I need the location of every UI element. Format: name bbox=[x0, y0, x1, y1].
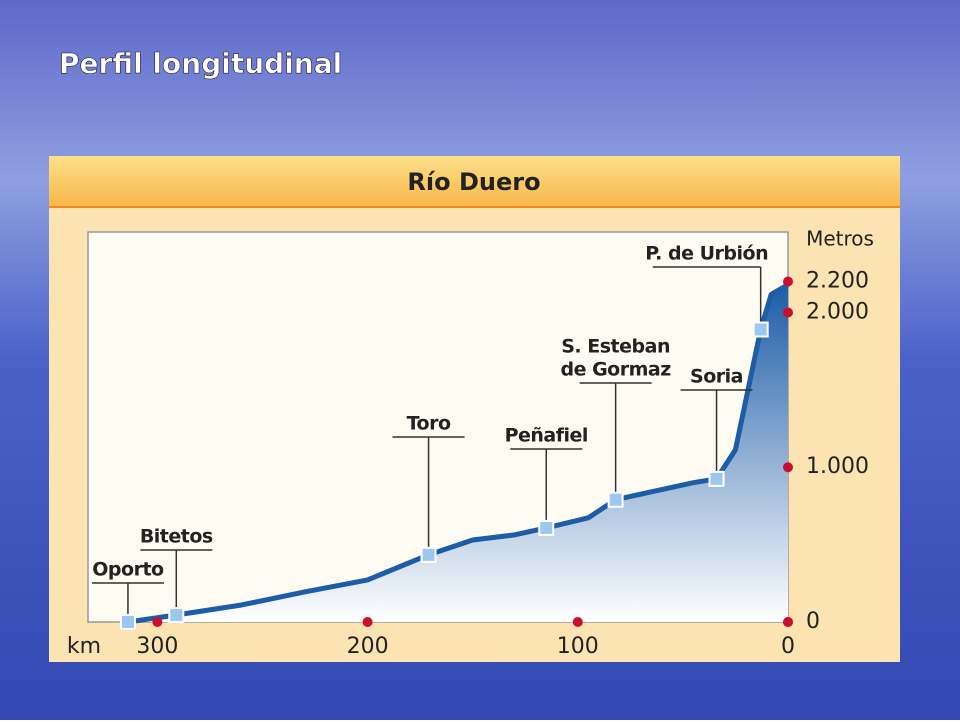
annotation-marker bbox=[119, 614, 136, 630]
y-tick-dot bbox=[783, 307, 793, 318]
x-axis-label: km bbox=[67, 634, 101, 659]
y-tick-label: 0 bbox=[806, 609, 820, 634]
x-tick-dot bbox=[362, 617, 373, 627]
annotation-marker bbox=[538, 519, 555, 536]
y-tick-label: 2.000 bbox=[806, 299, 869, 324]
annotation-marker bbox=[168, 607, 185, 624]
x-tick-dot bbox=[152, 617, 163, 627]
profile-line bbox=[127, 282, 790, 625]
slide-title: Perfil longitudinal bbox=[59, 47, 342, 80]
annotation-label: de Gormaz bbox=[560, 359, 671, 381]
x-tick-label: 0 bbox=[781, 634, 795, 659]
annotation-label: Oporto bbox=[92, 559, 164, 581]
annotation-marker bbox=[420, 546, 437, 563]
y-tick-dot bbox=[783, 462, 793, 473]
y-tick-label: 2.200 bbox=[806, 269, 869, 294]
annotation-label: Soria bbox=[690, 366, 743, 388]
y-axis-label: Metros bbox=[806, 227, 874, 251]
x-tick-label: 100 bbox=[557, 634, 599, 659]
annotation-marker bbox=[607, 491, 624, 508]
annotation-marker bbox=[752, 321, 769, 338]
annotation-label: S. Esteban bbox=[561, 336, 670, 358]
area bbox=[127, 284, 788, 622]
annotation-label: Bitetos bbox=[140, 526, 213, 548]
annotation-label: P. de Urbión bbox=[645, 243, 768, 265]
x-tick-label: 300 bbox=[136, 634, 178, 659]
chart-title: Río Duero bbox=[407, 168, 540, 196]
x-tick-dot bbox=[572, 617, 583, 627]
annotation-label: Peñafiel bbox=[505, 425, 588, 447]
x-tick-label: 200 bbox=[347, 634, 389, 659]
annotation-marker bbox=[708, 470, 725, 487]
y-tick-dot bbox=[783, 276, 793, 287]
y-tick-dot bbox=[783, 617, 793, 627]
y-tick-label: 1.000 bbox=[806, 454, 869, 479]
annotation-label: Toro bbox=[407, 413, 451, 435]
title-band bbox=[49, 156, 900, 207]
